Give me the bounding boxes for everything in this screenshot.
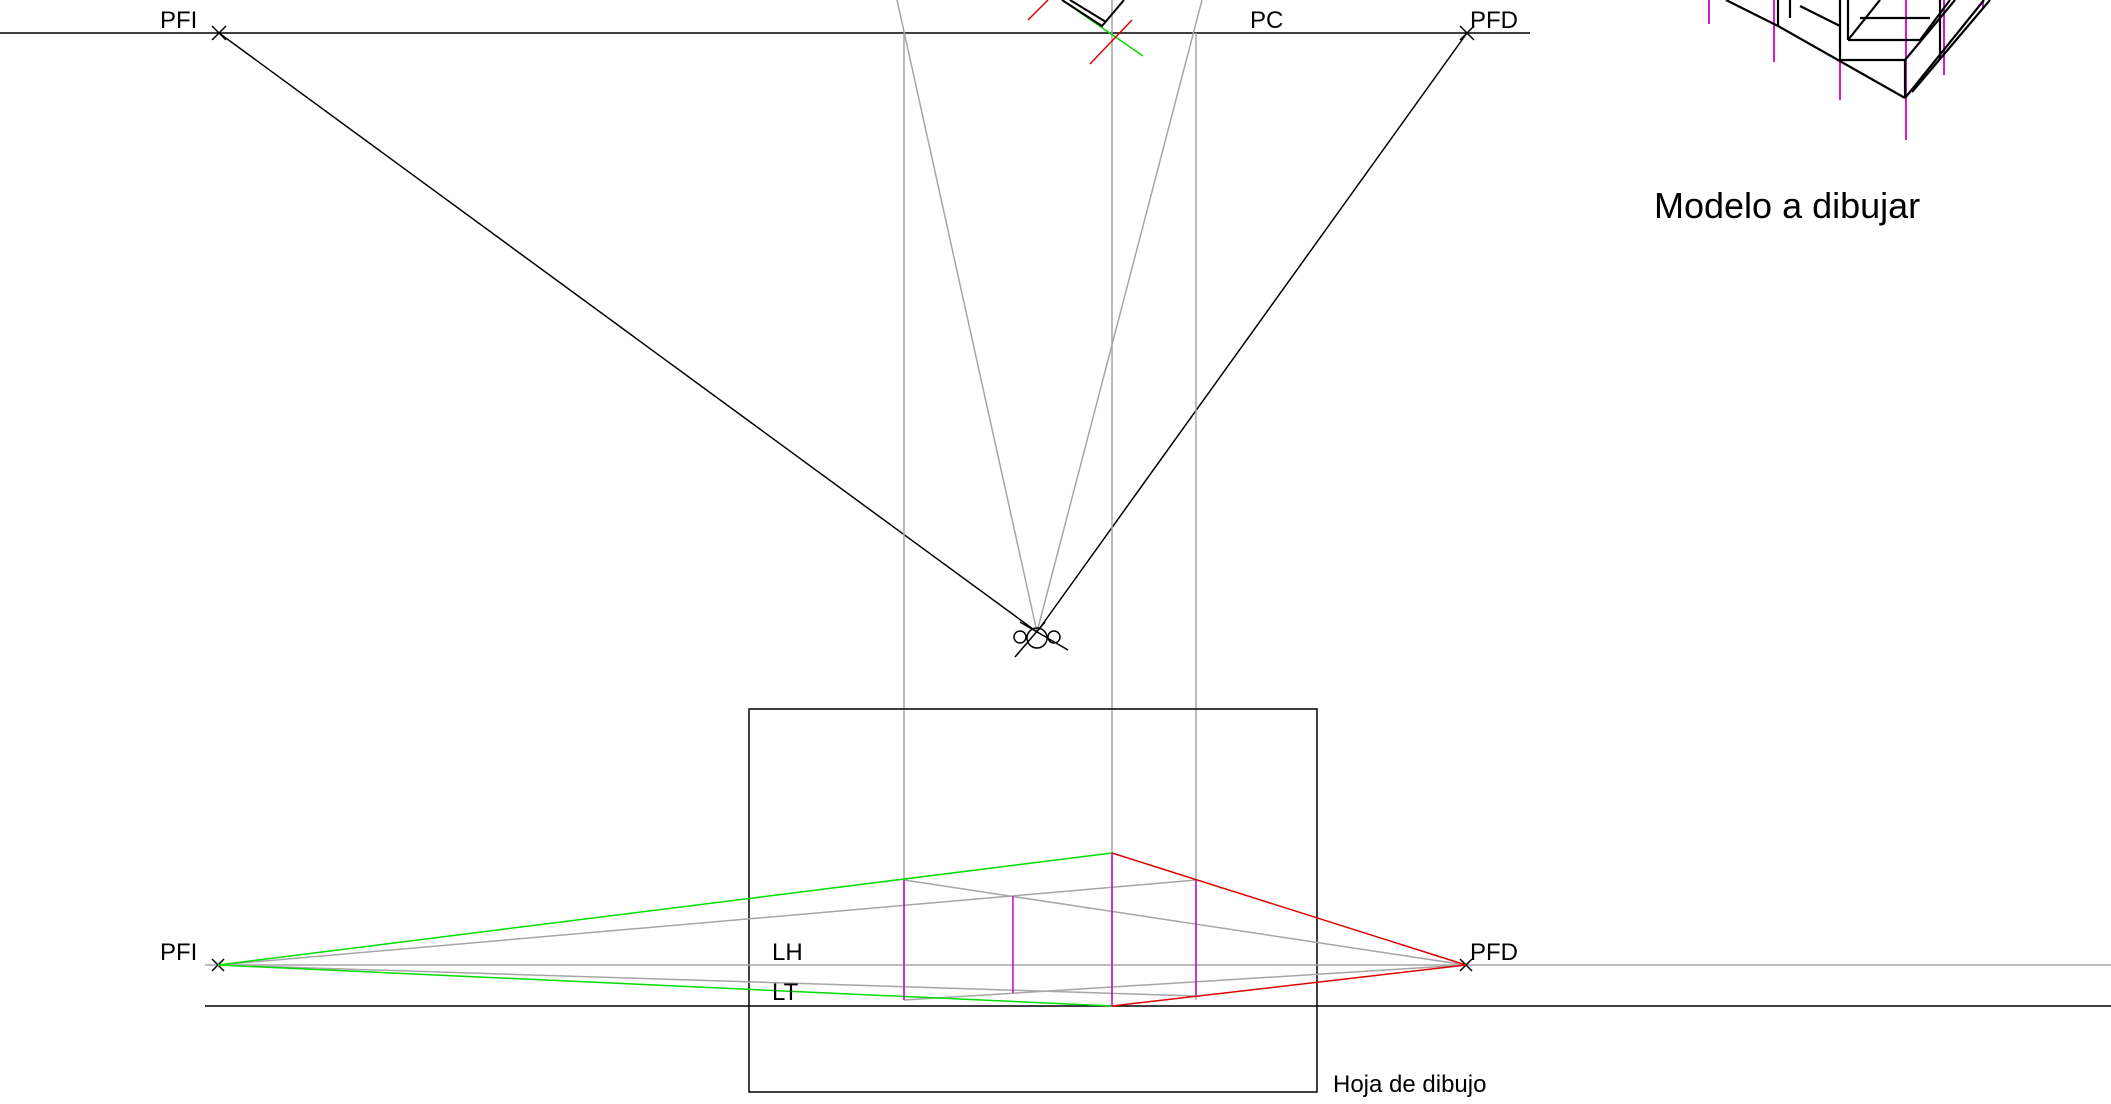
pfd-bottom-label: PFD (1470, 939, 1518, 966)
model-label: Modelo a dibujar (1654, 185, 1920, 226)
construction-line-2 (217, 964, 1197, 997)
eye-to-pfi-line (218, 32, 1038, 633)
observer-eye-icon (1013, 621, 1069, 658)
perspective-view (205, 852, 2111, 1007)
pfi-top-label: PFI (160, 7, 197, 34)
construction-line-3 (903, 879, 1467, 966)
construction-line-4 (903, 964, 1467, 1001)
plan-view (0, 0, 1530, 1000)
model-thumbnail (1708, 0, 1991, 140)
plan-red-edge (1027, 0, 1049, 21)
plan-red-edge-2 (1089, 19, 1133, 65)
pc-label: PC (1250, 7, 1283, 34)
pfd-top-label: PFD (1470, 7, 1518, 34)
pfi-bottom-label: PFI (160, 939, 197, 966)
lt-label: LT (772, 979, 799, 1006)
red-bottom-edge (1111, 964, 1467, 1007)
green-bottom-edge (217, 964, 1113, 1007)
eye-to-pfd-line (1036, 32, 1468, 633)
green-top-edge (217, 852, 1113, 966)
visual-ray-left (896, 0, 1038, 633)
lh-label: LH (772, 939, 803, 966)
construction-line-1 (217, 879, 1197, 966)
drawing-sheet-frame (748, 708, 1318, 1093)
visual-ray-right (1036, 0, 1203, 633)
plan-object-outline (1061, 0, 1125, 28)
red-top-edge (1111, 852, 1467, 966)
drawing-sheet-label: Hoja de dibujo (1333, 1071, 1486, 1098)
